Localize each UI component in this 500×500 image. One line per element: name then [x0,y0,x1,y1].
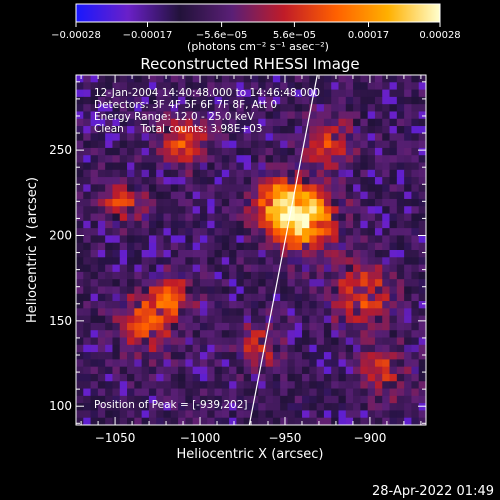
x-tick-label: −950 [268,431,301,445]
colorbar-tick-label: 5.6e−05 [273,30,316,41]
y-axis-label: Heliocentric Y (arcsec) [25,177,40,323]
heatmap-grid [76,75,426,425]
annotation-detectors: Detectors: 3F 4F 5F 6F 7F 8F, Att 0 [94,99,277,111]
colorbar-tick-label: −0.00028 [51,30,101,41]
y-tick-label: 150 [49,314,72,328]
annotation-peak: Position of Peak = [-939,202] [94,399,248,411]
limb-line [248,75,318,425]
footer-timestamp: 28-Apr-2022 01:49 [372,484,494,499]
x-axis: −1050 −1000 −950 −900 [80,75,422,445]
y-axis: 100 150 200 250 [49,81,426,424]
colorbar-ticks: −0.00028 −0.00017 −5.6e−05 5.6e−05 0.00017 0.… [51,22,461,41]
colorbar-tick-label: −0.00017 [123,30,173,41]
colorbar-tick-label: −5.6e−05 [196,30,248,41]
colorbar-tick-label: 0.00017 [348,30,389,41]
annotation-clean: Clean Total counts: 3.98E+03 [94,123,263,135]
annotation-energy: Energy Range: 12.0 - 25.0 keV [94,111,255,123]
colorbar [75,3,441,23]
y-tick-label: 100 [49,399,72,413]
x-tick-label: −1050 [95,431,136,445]
chart-title: Reconstructed RHESSI Image [140,55,359,73]
y-tick-label: 250 [49,143,72,157]
x-tick-label: −900 [353,431,386,445]
colorbar-tick-label: 0.00028 [419,30,460,41]
x-tick-label: −1000 [180,431,221,445]
colorbar-unit-label: (photons cm⁻² s⁻¹ asec⁻²) [187,40,329,53]
y-tick-label: 200 [49,228,72,242]
x-axis-label: Heliocentric X (arcsec) [177,447,324,462]
annotation-time: 12-Jan-2004 14:40:48.000 to 14:46:48.000 [94,87,320,99]
